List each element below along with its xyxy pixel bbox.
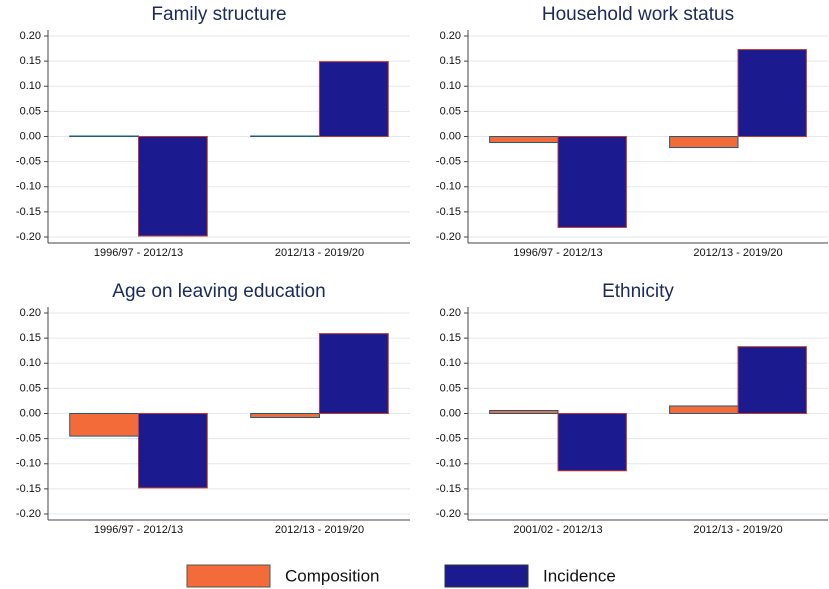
y-tick-label: 0.10 <box>20 357 41 369</box>
bar <box>557 136 627 228</box>
y-tick-label: -0.15 <box>16 206 41 218</box>
y-tick-label: -0.20 <box>16 508 41 520</box>
legend-label: Composition <box>285 566 380 585</box>
x-tick-label: 1996/97 - 2012/13 <box>513 247 602 259</box>
bar <box>69 135 139 137</box>
x-tick-label: 2001/02 - 2012/13 <box>513 524 602 536</box>
y-tick-label: 0.00 <box>20 407 41 419</box>
y-tick-label: 0.05 <box>440 382 461 394</box>
chart-title: Household work status <box>542 4 734 25</box>
legend-label: Incidence <box>543 566 616 585</box>
bar <box>669 405 739 414</box>
x-tick-label: 1996/97 - 2012/13 <box>94 524 183 536</box>
chart-title: Ethnicity <box>602 281 674 302</box>
y-tick-label: -0.05 <box>16 156 41 168</box>
y-tick-label: -0.10 <box>436 181 461 193</box>
y-tick-label: 0.10 <box>20 80 41 92</box>
y-tick-label: 0.20 <box>440 307 461 319</box>
y-tick-label: 0.10 <box>440 80 461 92</box>
bar <box>69 413 139 437</box>
y-tick-label: 0.00 <box>440 407 461 419</box>
y-tick-label: -0.05 <box>436 433 461 445</box>
y-tick-label: -0.20 <box>16 231 41 243</box>
y-tick-label: -0.15 <box>16 483 41 495</box>
y-tick-label: -0.10 <box>16 181 41 193</box>
bar <box>737 49 807 138</box>
y-tick-label: 0.15 <box>20 332 41 344</box>
legend-swatch <box>444 564 529 588</box>
y-tick-label: 0.00 <box>440 130 461 142</box>
bar <box>737 346 807 415</box>
y-tick-label: 0.15 <box>440 332 461 344</box>
y-tick-label: 0.15 <box>20 55 41 67</box>
bar <box>250 135 320 137</box>
y-tick-label: 0.05 <box>20 105 41 117</box>
bar <box>669 136 739 149</box>
x-tick-label: 2012/13 - 2019/20 <box>693 524 782 536</box>
y-tick-label: 0.20 <box>20 307 41 319</box>
bar <box>319 333 389 415</box>
bar <box>319 61 389 137</box>
y-tick-label: -0.10 <box>436 458 461 470</box>
y-tick-label: -0.10 <box>16 458 41 470</box>
y-tick-label: -0.20 <box>436 508 461 520</box>
bar <box>138 136 208 237</box>
x-tick-label: 2012/13 - 2019/20 <box>275 247 364 259</box>
y-tick-label: 0.10 <box>440 357 461 369</box>
bar <box>489 409 559 414</box>
x-tick-label: 1996/97 - 2012/13 <box>94 247 183 259</box>
y-tick-label: 0.05 <box>20 382 41 394</box>
y-tick-label: -0.15 <box>436 483 461 495</box>
y-tick-label: 0.20 <box>440 30 461 42</box>
y-tick-label: 0.15 <box>440 55 461 67</box>
x-tick-label: 2012/13 - 2019/20 <box>275 524 364 536</box>
y-tick-label: -0.05 <box>16 433 41 445</box>
bar <box>489 136 559 144</box>
bar <box>138 413 208 489</box>
x-tick-label: 2012/13 - 2019/20 <box>693 247 782 259</box>
legend-swatch <box>186 564 271 588</box>
y-tick-label: -0.15 <box>436 206 461 218</box>
y-tick-label: -0.20 <box>436 231 461 243</box>
bar <box>557 413 627 472</box>
y-tick-label: 0.00 <box>20 130 41 142</box>
chart-title: Age on leaving education <box>112 281 325 302</box>
chart-title: Family structure <box>151 4 286 25</box>
bar <box>250 413 320 419</box>
y-tick-label: -0.05 <box>436 156 461 168</box>
y-tick-label: 0.05 <box>440 105 461 117</box>
y-tick-label: 0.20 <box>20 30 41 42</box>
